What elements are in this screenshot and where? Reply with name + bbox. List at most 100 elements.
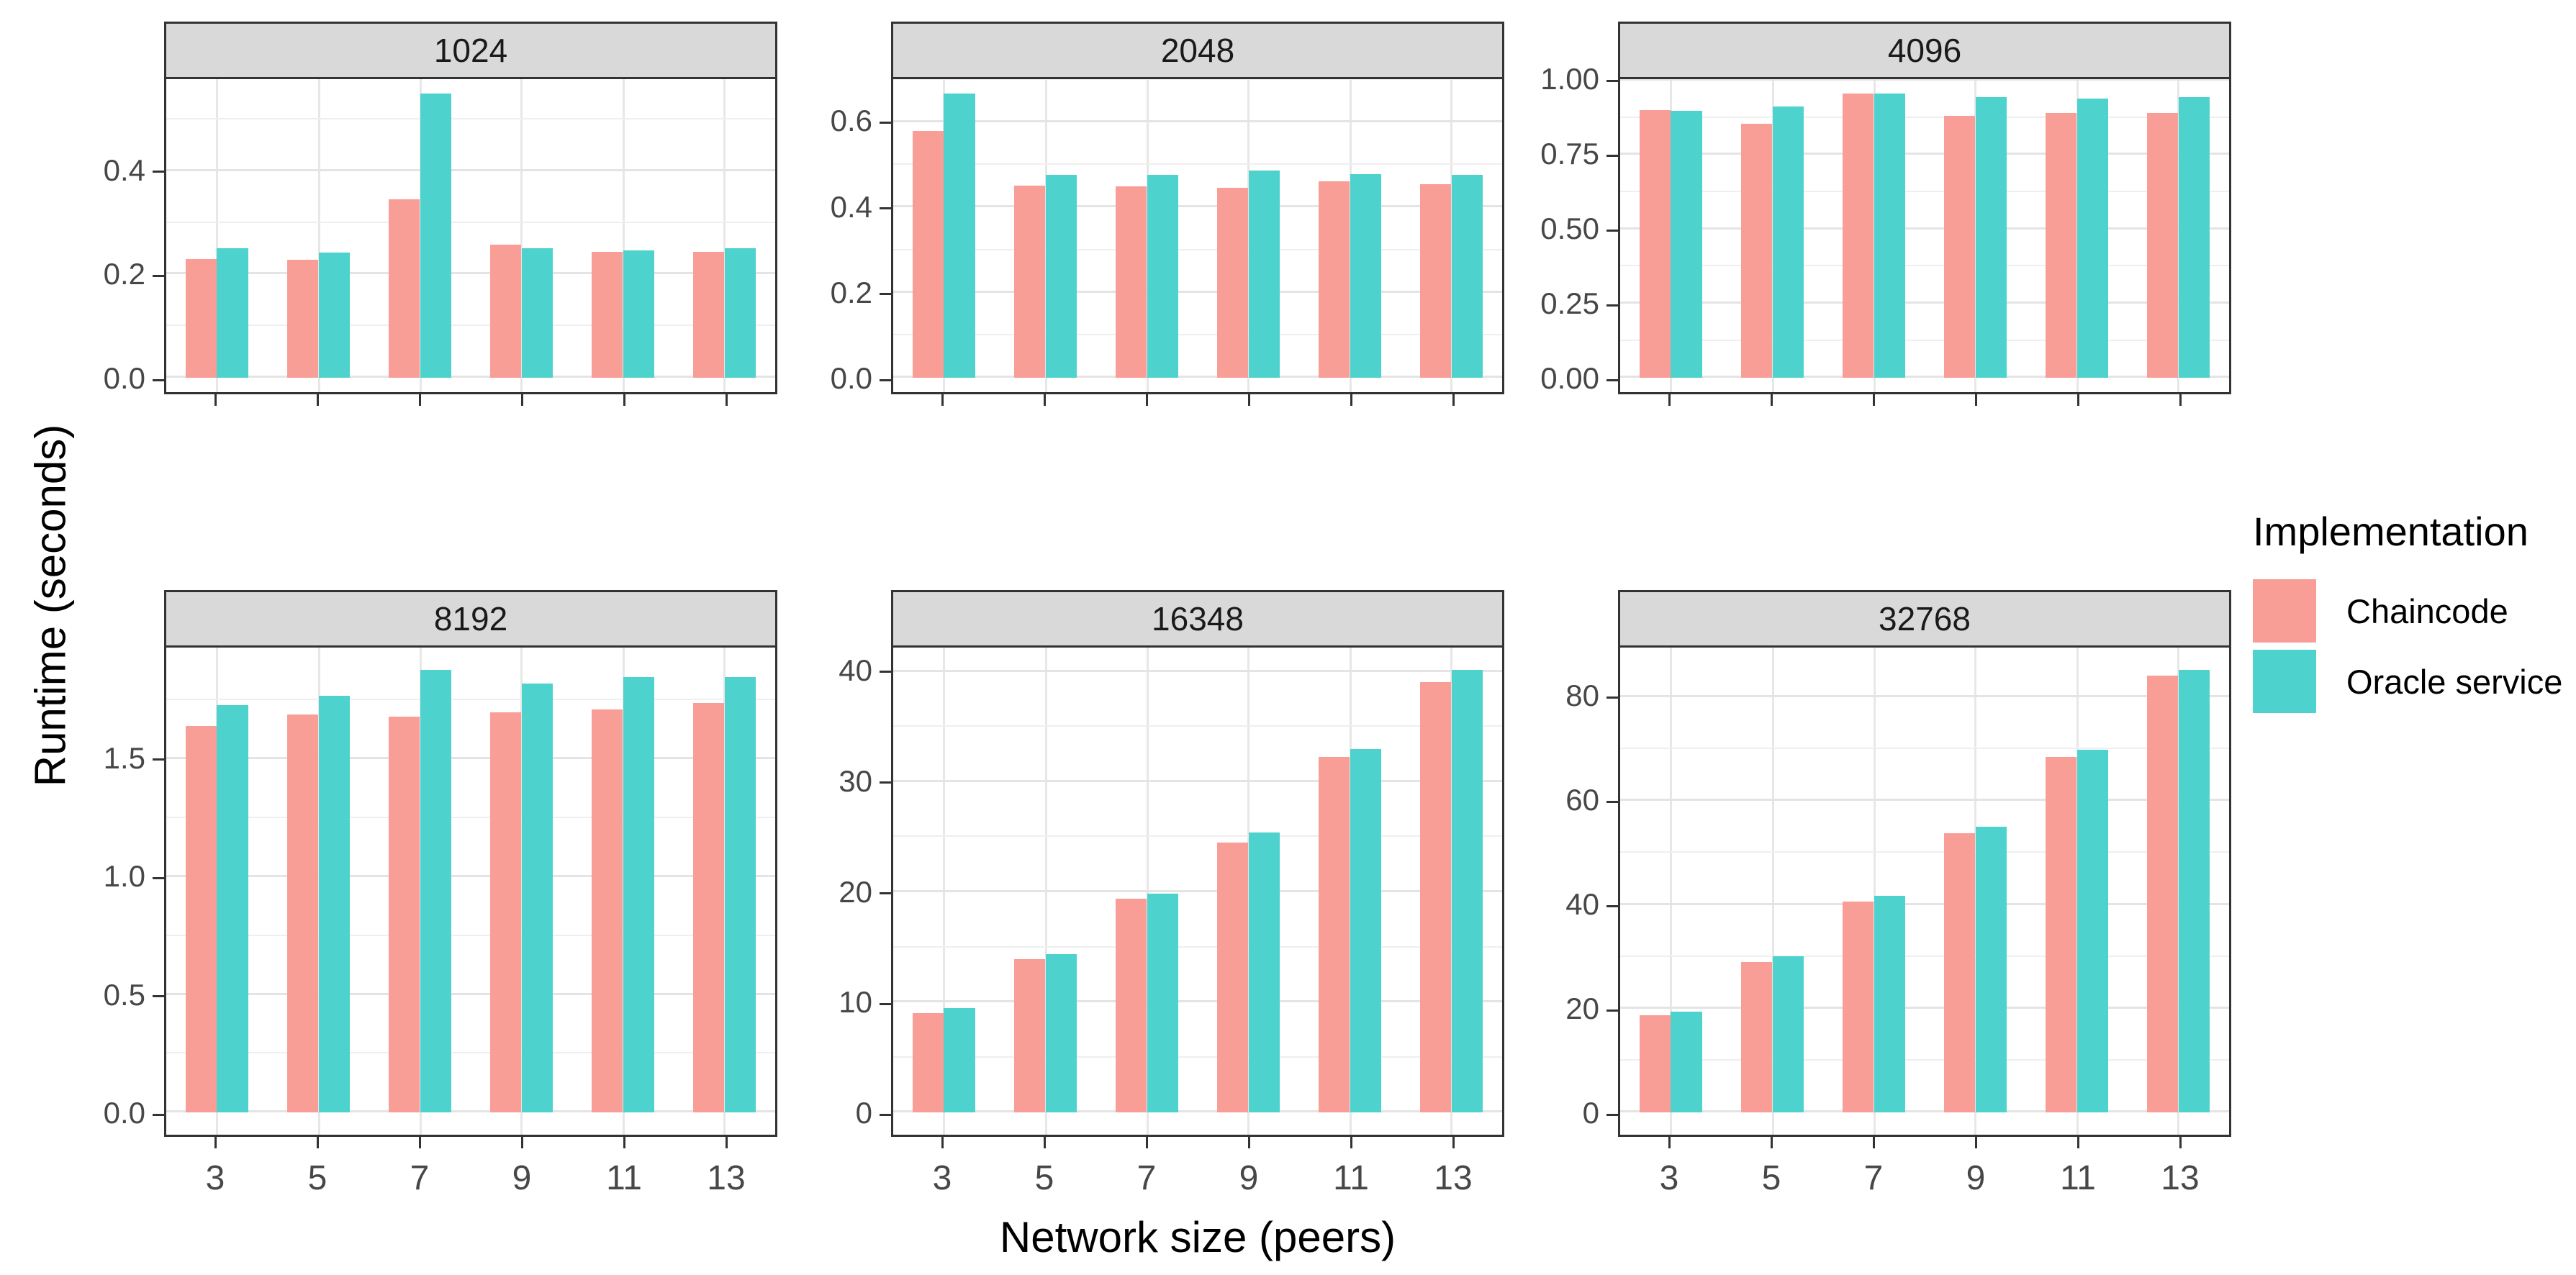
bar-chaincode-x13: [692, 702, 725, 1113]
y-tick-label: 0.75: [1540, 137, 1599, 171]
gridline-major: [166, 376, 775, 378]
bar-oracle-service-x13: [2178, 669, 2210, 1113]
gridline-major: [1620, 902, 2229, 905]
x-tick-label: 9: [1966, 1159, 1986, 1197]
gridline-vertical: [1873, 648, 1876, 1135]
gridline-minor: [1620, 190, 2229, 192]
bar-chaincode-x7: [1842, 902, 1874, 1113]
y-tick-label: 80: [1565, 679, 1599, 713]
x-tick-mark: [1247, 1137, 1250, 1148]
x-tick-mark: [725, 1137, 728, 1148]
gridline-minor: [166, 117, 775, 119]
oracle-service-color-swatch: [2253, 650, 2316, 713]
bar-oracle-service-x11: [2076, 749, 2109, 1113]
x-tick-mark: [1145, 394, 1148, 406]
facet-panel-2048: [891, 79, 1504, 394]
gridline-major: [893, 1000, 1502, 1003]
x-tick-mark: [214, 394, 217, 406]
y-tick-mark: [880, 1002, 891, 1005]
bar-oracle-service-x7: [1147, 174, 1179, 378]
gridline-minor: [166, 699, 775, 701]
x-tick-label: 7: [1863, 1159, 1884, 1197]
x-tick-mark: [1350, 1137, 1352, 1148]
gridline-minor: [1620, 339, 2229, 341]
facet-panel-32768: [1618, 648, 2231, 1137]
bar-oracle-service-x3: [1671, 1012, 1703, 1113]
gridline-minor: [893, 334, 1502, 336]
x-tick-label: 3: [1659, 1159, 1679, 1197]
y-tick-mark: [1606, 800, 1618, 803]
gridline-vertical: [1670, 648, 1673, 1135]
bar-chaincode-x5: [1740, 123, 1773, 378]
y-tick-label: 10: [839, 985, 872, 1020]
y-axis-title: Runtime (seconds): [26, 424, 75, 787]
bar-oracle-service-x11: [623, 676, 655, 1113]
bar-oracle-service-x13: [1451, 669, 1483, 1113]
x-tick-mark: [941, 394, 944, 406]
gridline-major: [893, 890, 1502, 893]
bar-oracle-service-x5: [318, 253, 351, 378]
gridline-minor: [166, 221, 775, 223]
bar-chaincode-x3: [185, 726, 217, 1113]
bar-oracle-service-x5: [1045, 953, 1077, 1113]
x-tick-mark: [725, 394, 728, 406]
y-tick-label: 0.6: [830, 104, 872, 138]
x-tick-mark: [1872, 1137, 1875, 1148]
y-tick-mark: [1606, 696, 1618, 699]
bar-oracle-service-x7: [1874, 93, 1906, 378]
x-tick-mark: [1770, 1137, 1773, 1148]
y-tick-label: 20: [839, 874, 872, 909]
x-tick-mark: [316, 1137, 319, 1148]
gridline-major: [1620, 153, 2229, 155]
x-tick-label: 13: [707, 1159, 746, 1197]
bar-oracle-service-x11: [623, 250, 655, 378]
x-tick-mark: [1872, 394, 1875, 406]
bar-oracle-service-x5: [1772, 106, 1804, 378]
gridline-vertical: [622, 79, 625, 392]
y-tick-label: 30: [839, 763, 872, 798]
bar-chaincode-x7: [1115, 899, 1147, 1113]
bar-chaincode-x11: [1318, 756, 1350, 1113]
y-tick-label: 1.5: [103, 740, 145, 775]
x-tick-mark: [623, 394, 625, 406]
bar-chaincode-x5: [1740, 962, 1773, 1113]
gridline-minor: [166, 1052, 775, 1054]
gridline-major: [893, 205, 1502, 208]
y-tick-mark: [153, 274, 164, 277]
gridline-minor: [1620, 1059, 2229, 1061]
gridline-minor: [893, 163, 1502, 165]
bar-chaincode-x11: [1318, 181, 1350, 378]
bar-chaincode-x7: [388, 199, 420, 378]
gridline-major: [166, 1110, 775, 1113]
gridline-major: [893, 1110, 1502, 1113]
gridline-minor: [166, 325, 775, 327]
gridline-major: [166, 992, 775, 995]
gridline-major: [1620, 1110, 2229, 1113]
bar-chaincode-x7: [1842, 93, 1874, 378]
y-tick-mark: [153, 876, 164, 879]
gridline-major: [1620, 79, 2229, 81]
x-tick-mark: [2179, 1137, 2182, 1148]
bar-oracle-service-x13: [724, 248, 756, 378]
bar-chaincode-x11: [2045, 112, 2077, 378]
y-tick-mark: [1606, 378, 1618, 381]
gridline-major: [893, 779, 1502, 782]
bar-oracle-service-x5: [1045, 174, 1077, 378]
facet-strip-32768: 32768: [1618, 590, 2231, 648]
bar-chaincode-x11: [591, 251, 623, 378]
facet-strip-4096: 4096: [1618, 22, 2231, 79]
x-tick-mark: [2179, 394, 2182, 406]
gridline-minor: [166, 817, 775, 819]
y-tick-label: 0.0: [103, 1096, 145, 1130]
bar-oracle-service-x3: [944, 93, 976, 378]
y-tick-label: 0.2: [830, 275, 872, 309]
y-tick-label: 1.0: [103, 859, 145, 894]
y-tick-mark: [880, 671, 891, 673]
gridline-minor: [893, 248, 1502, 250]
bar-oracle-service-x9: [1975, 827, 2007, 1113]
bar-oracle-service-x13: [2178, 97, 2210, 378]
gridline-major: [166, 757, 775, 760]
legend: Implementation Chaincode Oracle service: [2253, 508, 2570, 720]
bar-oracle-service-x13: [1451, 174, 1483, 378]
